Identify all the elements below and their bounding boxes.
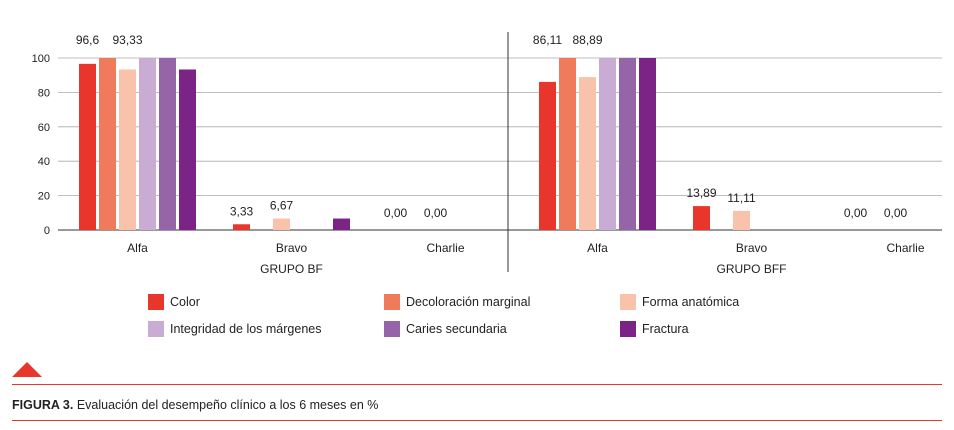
bar	[539, 81, 556, 230]
chart: 0 20 40 60 80 100 Alfa Bravo Charlie 96,6 93,33 3,3…	[32, 32, 942, 276]
bar	[333, 218, 350, 230]
bar	[179, 69, 196, 230]
legend-swatch	[384, 321, 400, 337]
figure-caption: FIGURA 3. Evaluación del desempeño clíni…	[12, 398, 378, 412]
data-label: 0,00	[884, 206, 908, 220]
caption-bottom-rule	[12, 420, 942, 421]
caption-text: Evaluación del desempeño clínico a los 6…	[73, 398, 379, 412]
data-label: 96,6	[76, 33, 100, 47]
bar	[693, 206, 710, 230]
category-label: Alfa	[587, 241, 608, 255]
category-label: Alfa	[127, 241, 148, 255]
bar	[99, 58, 116, 230]
data-label: 0,00	[424, 206, 448, 220]
legend-swatch	[620, 321, 636, 337]
data-label: 11,11	[727, 191, 756, 205]
bar	[273, 218, 290, 230]
legend-item-integridad: Integridad de los márgenes	[148, 321, 321, 337]
caption-label: FIGURA 3.	[12, 398, 74, 412]
bar	[139, 58, 156, 230]
bar	[733, 210, 750, 230]
category-label: Bravo	[736, 241, 768, 255]
bar	[233, 224, 250, 230]
legend-swatch	[148, 294, 164, 310]
triangle-marker-icon	[12, 362, 42, 377]
bar	[619, 58, 636, 230]
data-label: 13,89	[686, 186, 716, 200]
legend-item-color: Color	[148, 294, 200, 310]
bar	[579, 77, 596, 231]
data-label: 6,67	[270, 199, 294, 213]
bar	[79, 63, 96, 231]
bar	[119, 69, 136, 230]
legend-label: Integridad de los márgenes	[170, 322, 322, 336]
data-label: 3,33	[230, 204, 254, 218]
caption-top-rule	[12, 384, 942, 385]
bar	[159, 58, 176, 230]
category-label: Charlie	[426, 241, 464, 255]
bar	[639, 58, 656, 230]
y-tick-label: 0	[44, 225, 50, 237]
legend-item-forma: Forma anatómica	[620, 294, 739, 310]
legend-label: Forma anatómica	[642, 295, 740, 309]
y-tick-label: 60	[38, 122, 50, 134]
legend-item-fractura: Fractura	[620, 321, 689, 337]
group-label: GRUPO BF	[260, 262, 323, 276]
legend-label: Color	[170, 295, 200, 309]
data-label: 0,00	[844, 206, 868, 220]
data-label: 86,11	[533, 33, 562, 47]
y-tick-label: 20	[38, 191, 50, 203]
data-label: 88,89	[572, 33, 602, 47]
legend-item-caries: Caries secundaria	[384, 321, 507, 337]
legend-swatch	[384, 294, 400, 310]
legend-label: Fractura	[642, 322, 689, 336]
bar	[559, 58, 576, 230]
data-label: 0,00	[384, 206, 408, 220]
bar	[599, 58, 616, 230]
legend-swatch	[148, 321, 164, 337]
legend-label: Decoloración marginal	[406, 295, 531, 309]
y-tick-label: 40	[38, 156, 50, 168]
legend-label: Caries secundaria	[406, 322, 507, 336]
group-label: GRUPO BFF	[716, 262, 786, 276]
legend-item-decoloracion: Decoloración marginal	[384, 294, 530, 310]
category-label: Bravo	[276, 241, 308, 255]
y-tick-label: 100	[32, 53, 50, 65]
y-tick-label: 80	[38, 87, 50, 99]
data-label: 93,33	[112, 33, 142, 47]
category-label: Charlie	[886, 241, 924, 255]
legend-swatch	[620, 294, 636, 310]
